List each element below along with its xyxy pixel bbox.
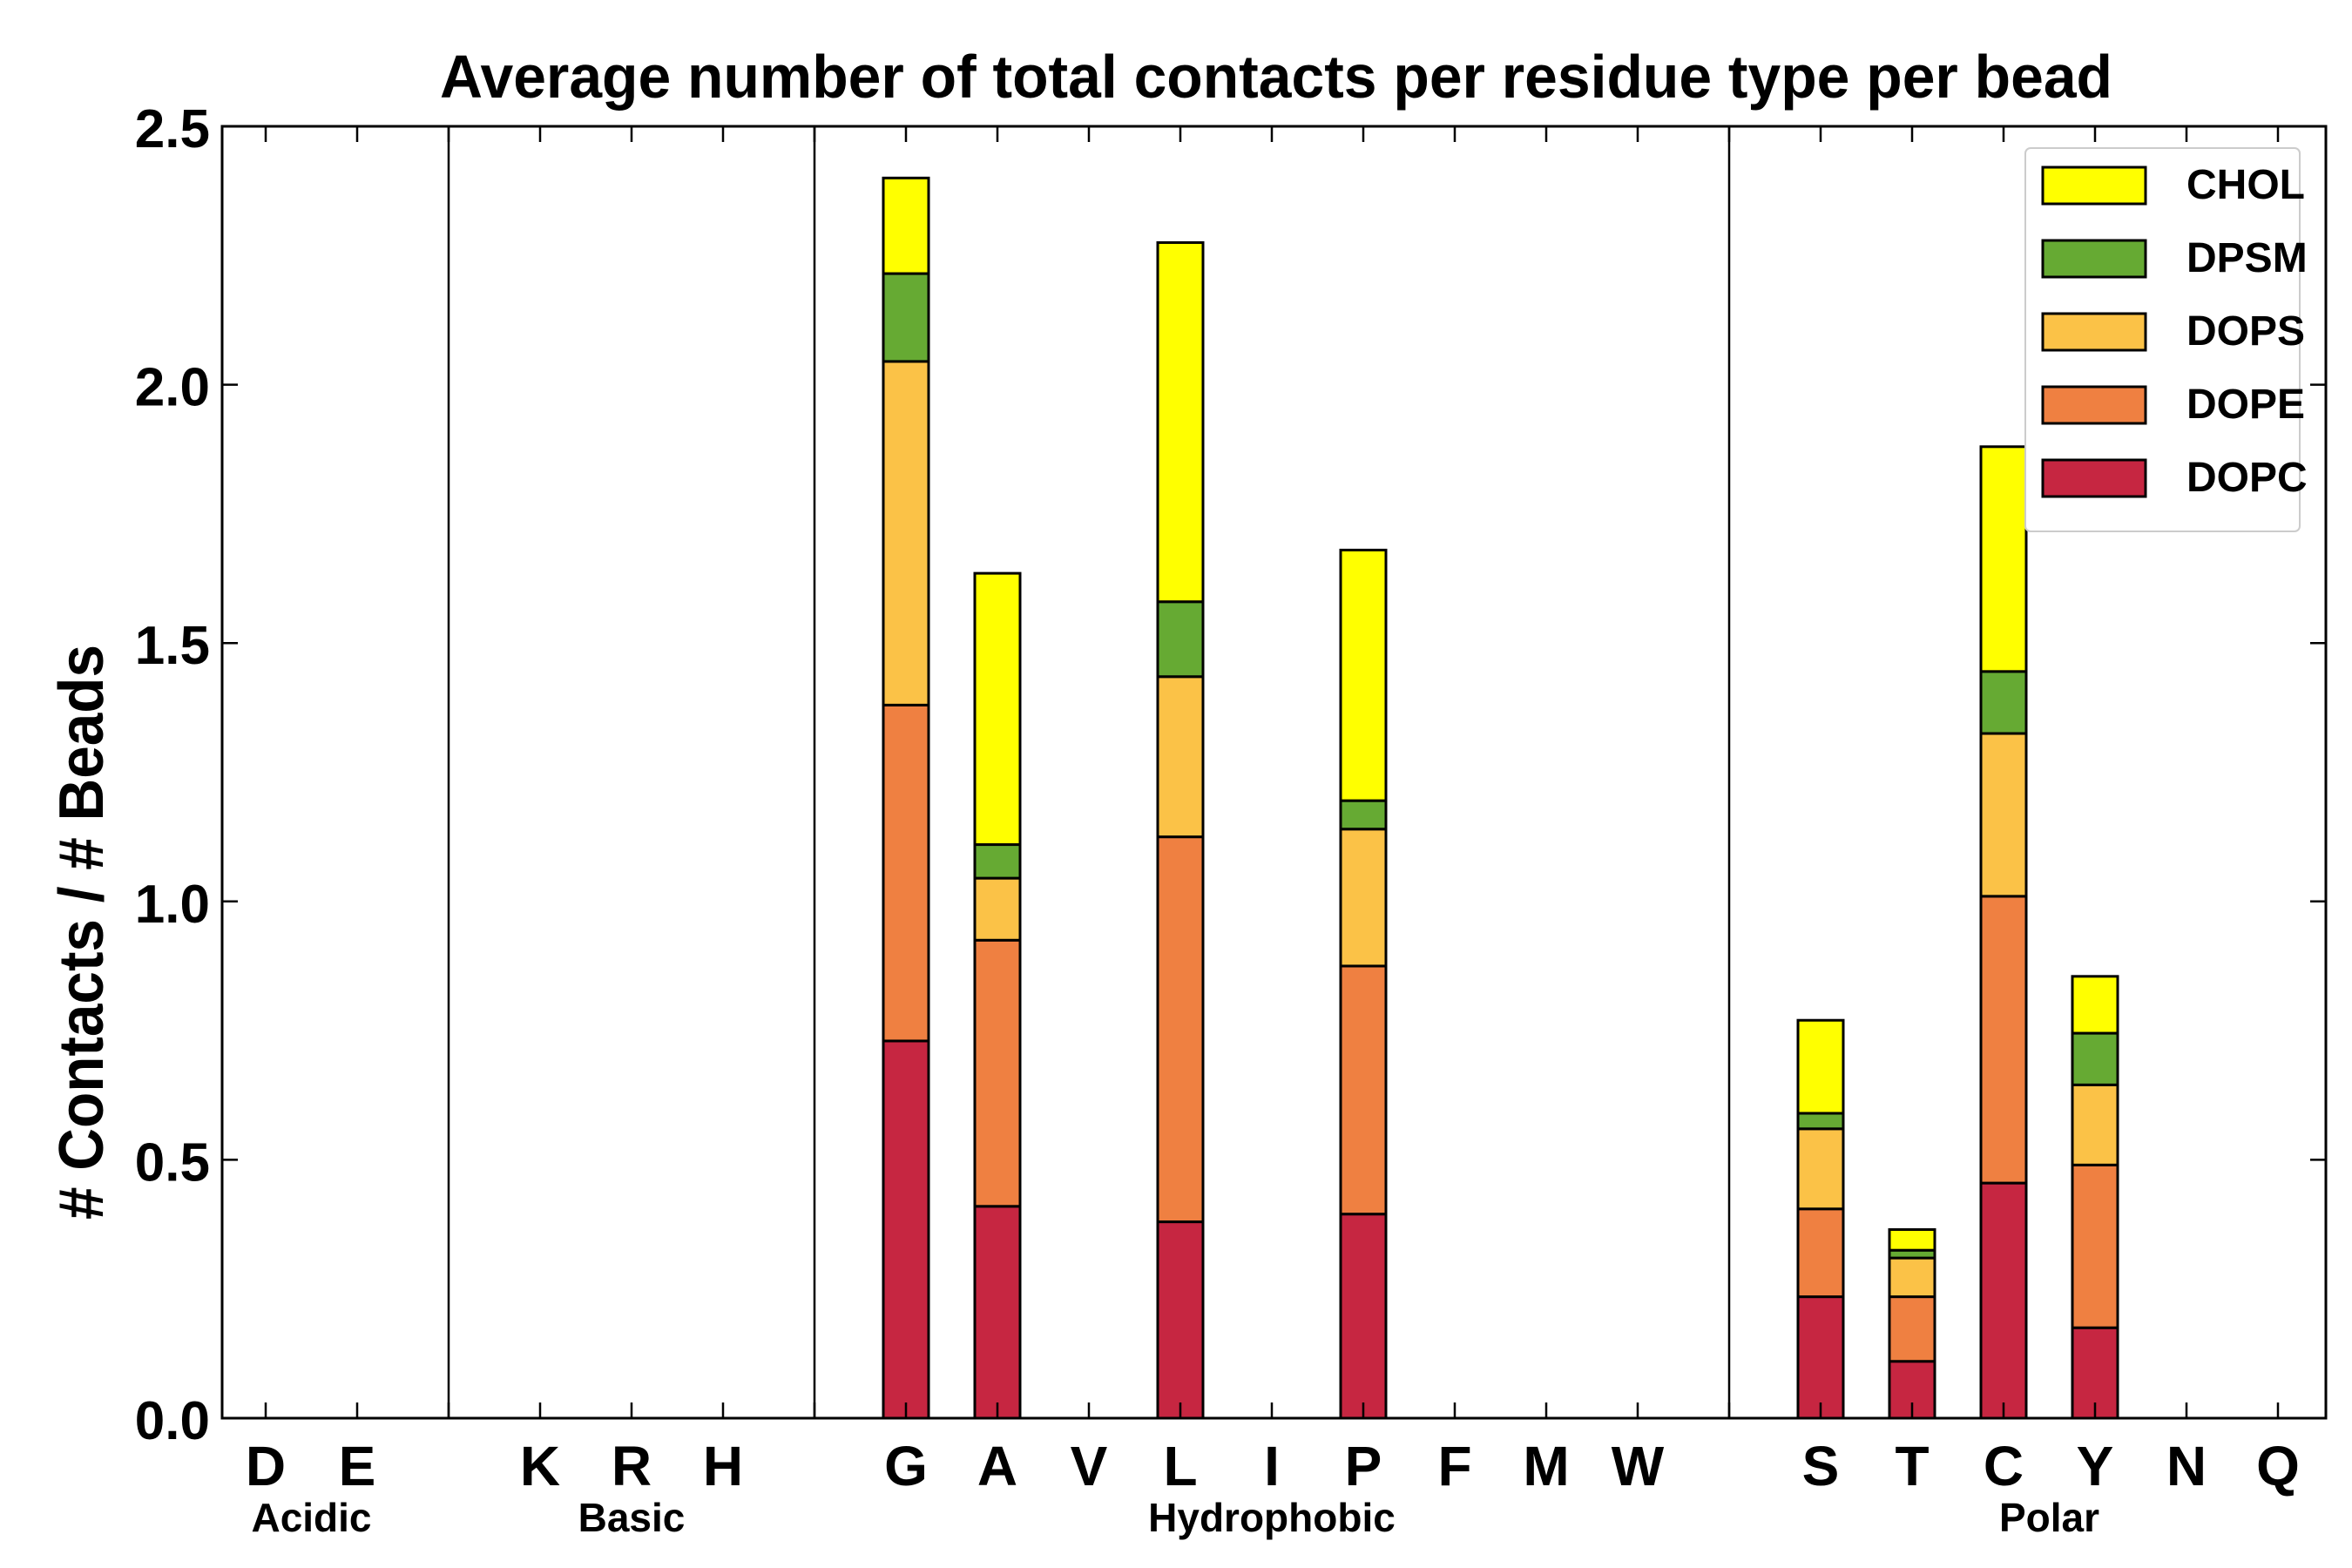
bar-T-dope <box>1888 1295 1936 1363</box>
legend-label-chol: CHOL <box>2186 162 2305 208</box>
bar-S-dpsm <box>1796 1112 1845 1131</box>
legend-label-dopc: DOPC <box>2186 455 2308 501</box>
legend-label-dpsm: DPSM <box>2186 235 2308 281</box>
x-tick-label-I: I <box>1264 1435 1280 1497</box>
y-axis-label: # Contacts / # Beads <box>47 645 117 1220</box>
x-tick-label-Q: Q <box>2256 1435 2300 1497</box>
bar-A-chol <box>973 571 1022 847</box>
bar-G-dops <box>882 360 930 706</box>
bar-G-dopc <box>882 1039 930 1420</box>
group-label-polar: Polar <box>1999 1495 2099 1540</box>
y-tick-label-0: 0.0 <box>135 1391 210 1451</box>
legend-swatch-dpsm <box>2041 239 2147 279</box>
bar-P-dpsm <box>1339 799 1388 831</box>
legend-swatch-dops <box>2041 312 2147 352</box>
x-tick-label-P: P <box>1345 1435 1382 1497</box>
bar-C-dopc <box>1979 1181 2028 1420</box>
bar-A-dope <box>973 938 1022 1208</box>
bar-G-chol <box>882 176 930 275</box>
y-tick-label-4: 2.0 <box>135 358 210 418</box>
x-tick-label-K: K <box>520 1435 560 1497</box>
chart-title: Average number of total contacts per res… <box>440 43 2112 111</box>
x-tick-label-S: S <box>1802 1435 1840 1497</box>
bar-A-dopc <box>973 1205 1022 1420</box>
x-tick-label-A: A <box>977 1435 1017 1497</box>
x-tick-label-V: V <box>1071 1435 1108 1497</box>
bar-C-dope <box>1979 895 2028 1185</box>
x-tick-label-W: W <box>1612 1435 1665 1497</box>
group-label-basic: Basic <box>578 1495 686 1540</box>
bar-P-dope <box>1339 964 1388 1216</box>
x-tick-label-Y: Y <box>2077 1435 2114 1497</box>
legend-swatch-dope <box>2041 385 2147 425</box>
bar-S-dops <box>1796 1127 1845 1211</box>
legend-swatch-dopc <box>2041 458 2147 498</box>
legend-label-dope: DOPE <box>2186 382 2305 428</box>
bar-L-dopc <box>1156 1220 1205 1420</box>
x-tick-label-N: N <box>2166 1435 2207 1497</box>
bar-T-chol <box>1888 1227 1936 1252</box>
bar-S-chol <box>1796 1018 1845 1115</box>
x-tick-label-C: C <box>1984 1435 2024 1497</box>
legend-swatch-chol <box>2041 166 2147 206</box>
bar-L-dope <box>1156 835 1205 1224</box>
bar-L-dops <box>1156 675 1205 839</box>
bar-P-dops <box>1339 828 1388 968</box>
bar-T-dops <box>1888 1256 1936 1299</box>
bar-S-dopc <box>1796 1295 1845 1420</box>
legend-label-dops: DOPS <box>2186 308 2305 355</box>
bar-S-dope <box>1796 1207 1845 1299</box>
x-tick-label-E: E <box>339 1435 376 1497</box>
group-label-acidic: Acidic <box>251 1495 371 1540</box>
x-tick-label-M: M <box>1523 1435 1569 1497</box>
x-tick-label-H: H <box>703 1435 743 1497</box>
plot-frame <box>220 125 2328 1420</box>
x-tick-label-R: R <box>612 1435 652 1497</box>
x-tick-label-D: D <box>246 1435 286 1497</box>
bar-L-dpsm <box>1156 600 1205 679</box>
bar-C-dops <box>1979 732 2028 898</box>
bar-P-chol <box>1339 548 1388 802</box>
y-tick-label-3: 1.5 <box>135 616 210 676</box>
bar-Y-chol <box>2071 975 2119 1035</box>
bar-G-dope <box>882 703 930 1043</box>
bar-G-dpsm <box>882 272 930 363</box>
bar-L-chol <box>1156 240 1205 604</box>
x-tick-label-L: L <box>1163 1435 1197 1497</box>
x-tick-label-G: G <box>884 1435 928 1497</box>
y-tick-label-5: 2.5 <box>135 99 210 159</box>
bar-C-dpsm <box>1979 670 2028 735</box>
plot-area: 0.0 0.5 1.0 1.5 2.0 2.5 D E K R H G A V L I P F M W S T C Y N Q Ac… <box>135 99 2328 1540</box>
group-label-hydrophobic: Hydrophobic <box>1148 1495 1396 1540</box>
bar-A-dpsm <box>973 843 1022 880</box>
y-tick-label-1: 0.5 <box>135 1132 210 1193</box>
bar-Y-dpsm <box>2071 1031 2119 1086</box>
bar-A-dops <box>973 876 1022 942</box>
x-tick-label-F: F <box>1437 1435 1471 1497</box>
x-tick-label-T: T <box>1895 1435 1929 1497</box>
bar-P-dopc <box>1339 1213 1388 1420</box>
bar-Y-dops <box>2071 1083 2119 1166</box>
bar-C-chol <box>1979 445 2028 673</box>
y-tick-label-2: 1.0 <box>135 875 210 935</box>
bar-Y-dope <box>2071 1163 2119 1329</box>
